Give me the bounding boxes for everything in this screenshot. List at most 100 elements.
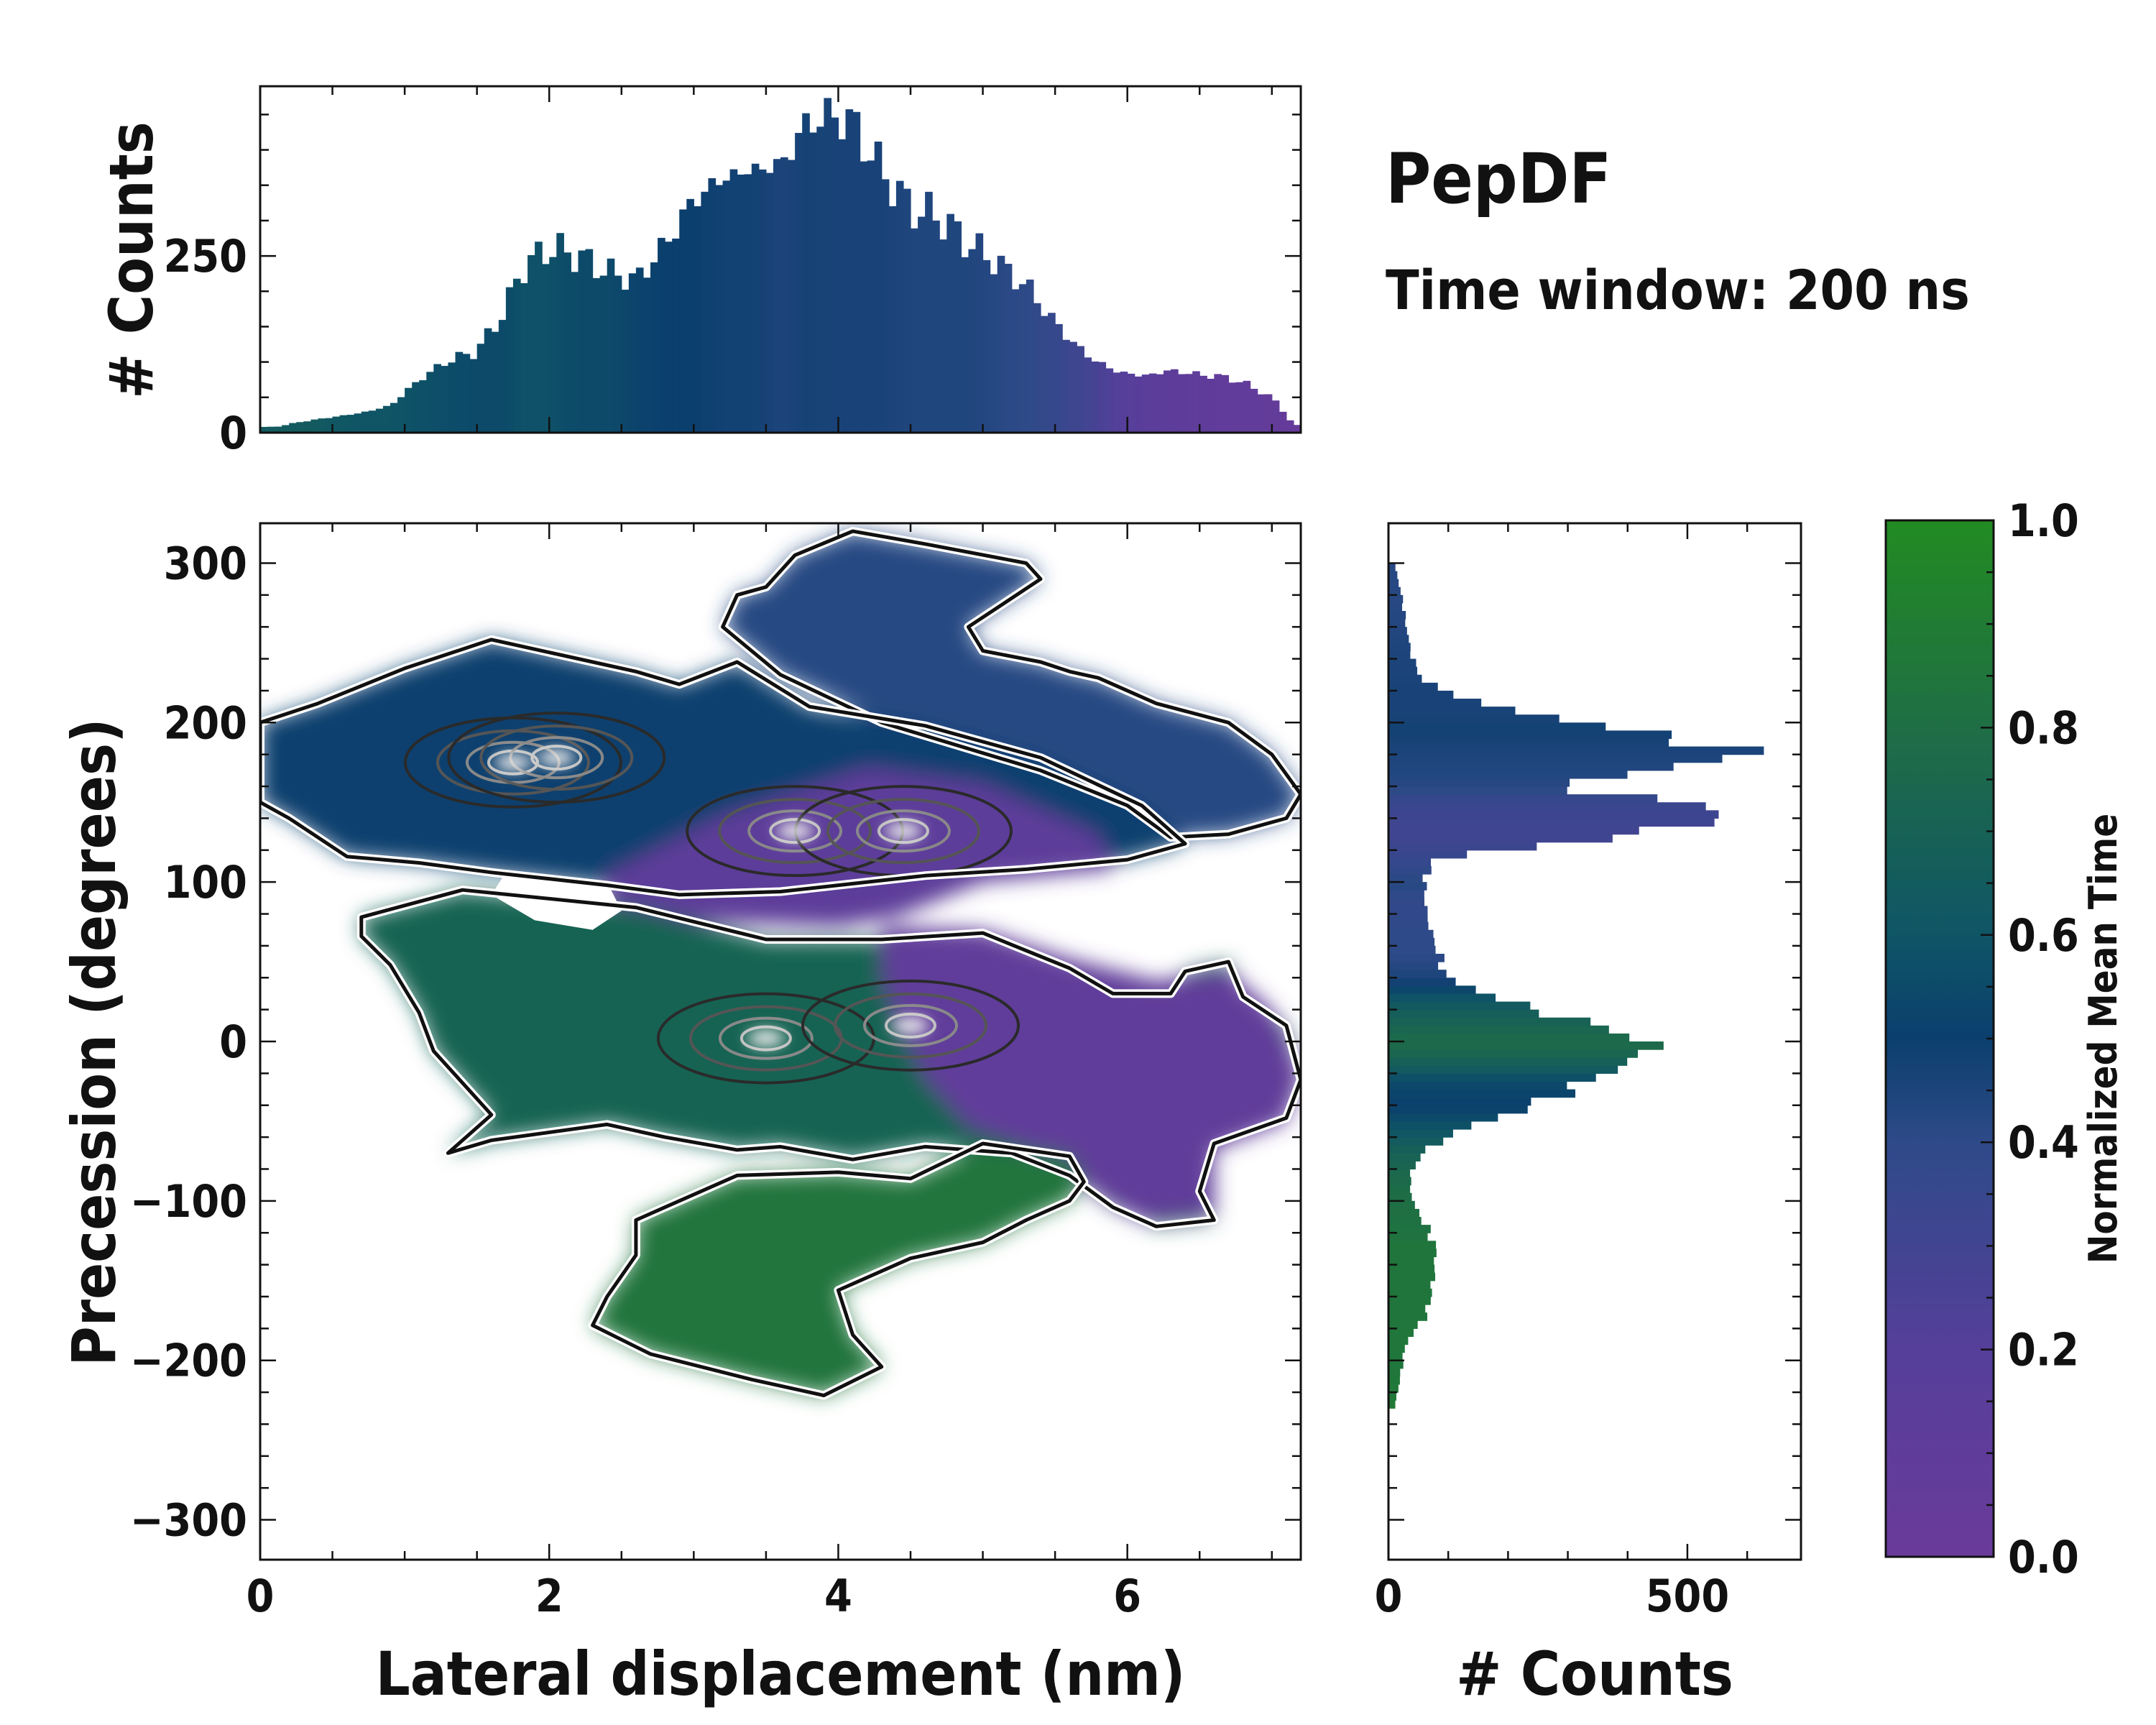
top-histogram-ylabel: # Counts [96,121,167,399]
right-histogram-bar [1388,1296,1431,1305]
right-histogram-bar [1388,778,1570,787]
right-histogram-bar [1388,1248,1437,1258]
density-contour [877,818,929,845]
colorbar-tick-label: 0.4 [2008,1116,2079,1169]
top-histogram-bar [895,180,904,433]
x-tick-label: 0 [247,1570,275,1622]
top-histogram-bar [1221,374,1230,433]
top-histogram-bar [441,366,449,433]
right-histogram-bar [1388,666,1418,676]
top-histogram-bar [788,160,796,433]
right-histogram-bar [1388,1113,1498,1122]
top-histogram-bar [1271,400,1280,433]
right-histogram-bar [1388,579,1399,588]
colorbar-tick-labels: 0.0 0.2 0.4 0.6 0.8 1.0 [2008,494,2079,1583]
colorbar-tick-label: 0.0 [2008,1531,2079,1583]
top-histogram-bar [491,331,499,433]
right-histogram-bar [1388,882,1427,891]
colorbar-tick-label: 0.8 [2008,702,2079,754]
region-outline [591,1141,1086,1397]
top-histogram-bar [1033,303,1041,433]
right-histogram-bar [1388,865,1432,875]
density-contour [801,979,1020,1072]
density-contour [885,1012,936,1039]
density-contour [718,798,872,865]
right-histogram-bar [1388,586,1401,596]
top-histogram-bar [339,415,348,433]
top-histogram-bar [535,242,543,433]
colorbar-gradient [1886,520,1994,1557]
top-histogram-bar [903,188,911,433]
right-histogram-bar [1388,1033,1630,1042]
top-histogram-bar [1250,388,1258,433]
top-histogram-ytick-labels: 0 250 [164,230,247,459]
right-histogram-bar [1388,1288,1432,1297]
right-histogram-bar [1388,563,1396,572]
density-peak [884,822,922,840]
heatmap-outlines [260,527,1301,1400]
y-tick-label: 0 [219,1016,247,1068]
top-histogram-bar [968,249,977,433]
right-histogram-bar [1388,802,1706,811]
top-histogram-bar [715,185,724,433]
right-histogram-bar [1388,1184,1411,1194]
y-tick-label: 300 [164,537,247,589]
y-tick-label: 200 [164,696,247,749]
right-histogram-bar [1388,674,1422,684]
top-histogram-bar [1156,374,1164,433]
heatmap-region [722,531,1301,837]
right-histogram-bar [1388,699,1482,707]
top-histogram-bar [433,364,441,433]
right-histogram-bar [1388,921,1429,931]
right-histogram-bar [1388,970,1447,978]
right-histogram-bar [1388,1384,1399,1393]
right-histogram-bars [1388,563,1764,1409]
top-histogram-bar [997,255,1005,433]
right-histogram-bar [1388,1217,1422,1225]
top-histogram-bar [961,257,969,433]
top-histogram-bar [1185,374,1193,433]
right-histogram-bar [1388,1129,1453,1138]
top-histogram-bar [419,380,427,433]
right-histogram-bar [1388,1336,1409,1346]
top-histogram-bar [325,418,333,433]
top-histogram-bar [925,191,933,433]
right-histogram-bar [1388,1121,1472,1130]
colorbar-frame [1884,519,1995,1558]
top-histogram-bar [765,172,774,433]
top-histogram-bar [658,237,665,433]
top-histogram-bar [831,117,839,433]
top-histogram-bar [918,216,926,433]
density-contour [855,809,951,853]
right-histogram-bar [1388,1025,1609,1034]
right-histogram-bar [1388,1041,1664,1050]
top-histogram-bar [1041,316,1049,433]
top-histogram-bar [881,179,890,433]
top-histogram-bar [795,132,803,433]
right-histogram-bar [1388,770,1628,779]
top-histogram-bar [867,160,875,433]
top-histogram-bar [361,411,369,433]
top-histogram-bar [448,362,456,433]
right-histogram-bar [1388,810,1719,819]
right-histogram-bar [1388,1081,1567,1090]
density-contour [863,1003,958,1047]
top-histogram-ticks [259,86,1301,434]
top-histogram-bar [1228,382,1237,433]
top-histogram-bar [368,410,377,433]
top-histogram-bar [939,239,947,433]
top-histogram-bar [1134,376,1143,433]
top-histogram-bar [672,238,680,433]
density-contour [740,1025,792,1052]
right-histogram-bar [1388,1017,1591,1026]
right-x-tick-label: 0 [1375,1570,1403,1622]
top-histogram-bar [607,258,615,433]
top-histogram-bar [282,425,290,433]
top-histogram-bar [729,169,738,433]
top-histogram-bar [860,161,868,433]
top-histogram-bar [1091,361,1100,433]
right-histogram-bar [1388,929,1434,939]
right-histogram-bar [1388,1089,1576,1098]
top-histogram-bar [549,257,557,433]
